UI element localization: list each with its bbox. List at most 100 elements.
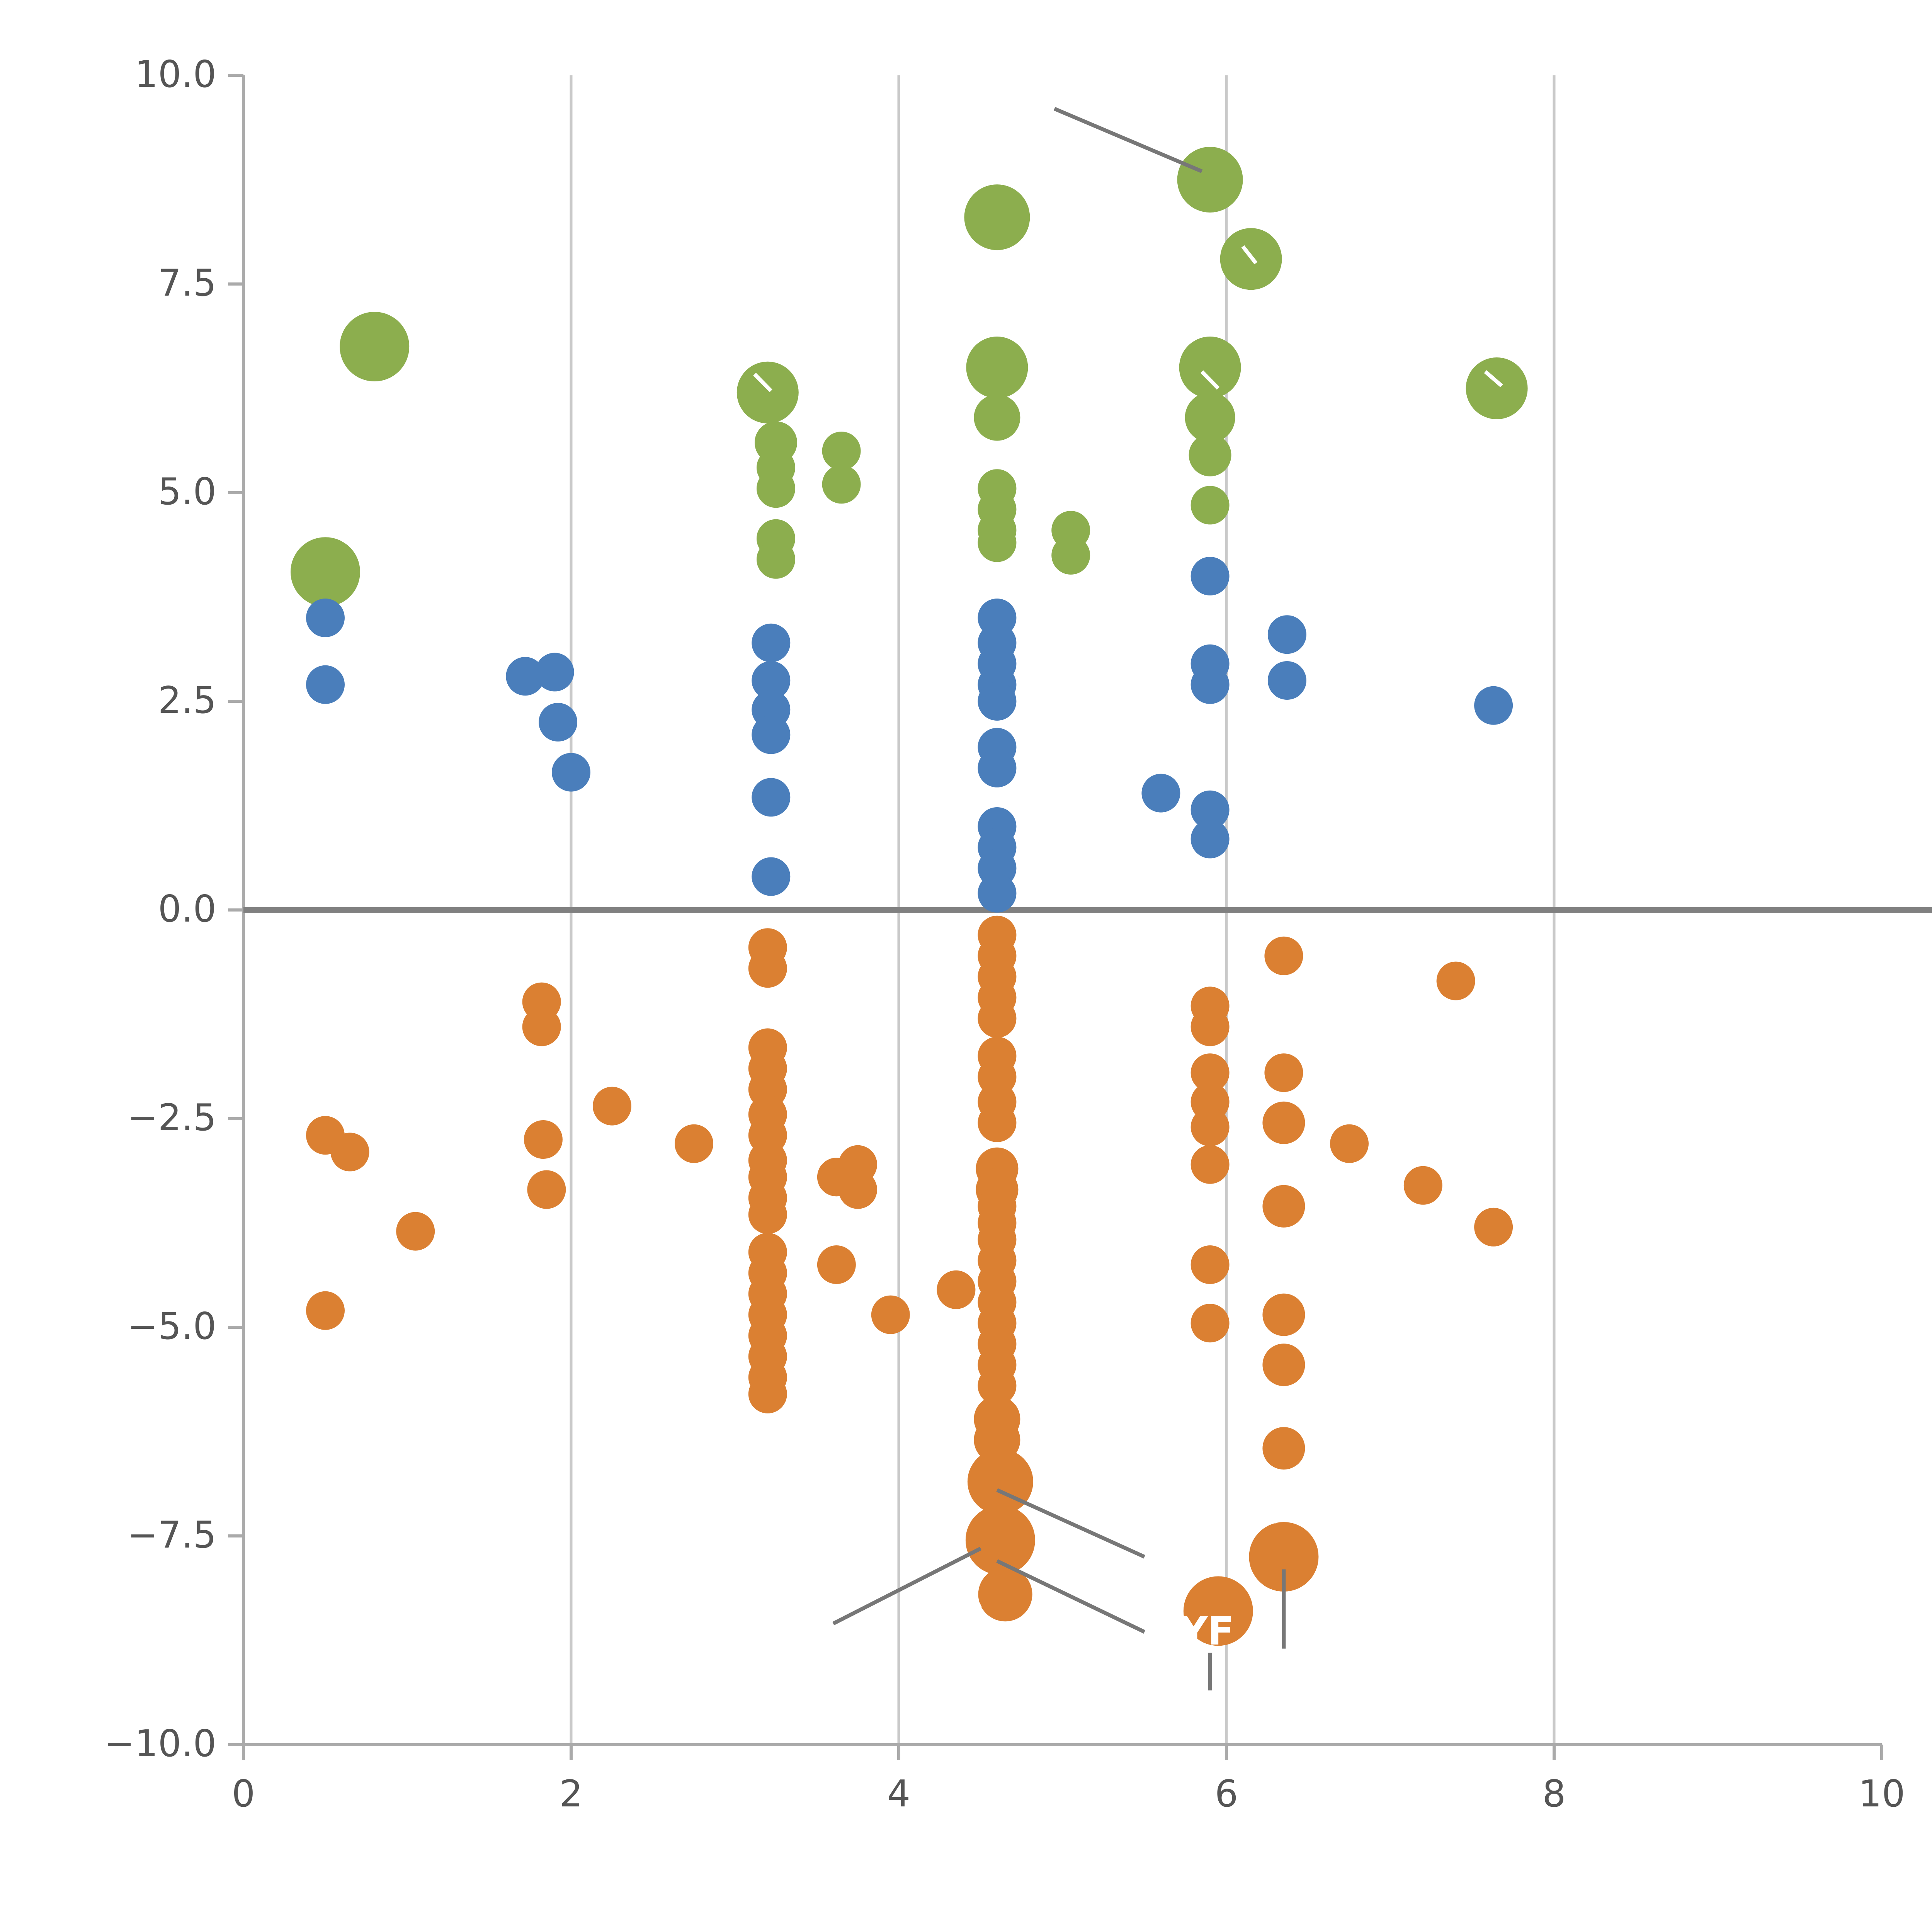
y-tick-label: 10.0 (134, 53, 216, 96)
data-point-orange-dots (593, 1087, 631, 1126)
data-point-orange-dots (748, 1374, 787, 1413)
data-point-green-bubbles (1051, 536, 1090, 575)
data-point-green-bubbles (1190, 486, 1230, 525)
data-point-orange-dots (1190, 1053, 1230, 1092)
data-point-orange-dots (838, 1170, 877, 1209)
data-point-orange-dots (965, 1505, 1035, 1575)
data-point-orange-dots (817, 1245, 856, 1284)
data-point-orange-dots (978, 1366, 1017, 1405)
data-point-orange-dots (1262, 1185, 1305, 1228)
data-point-orange-dots (1262, 1344, 1305, 1386)
data-point-blue-dots (306, 599, 345, 637)
data-point-green-bubbles (1466, 357, 1528, 419)
data-point-orange-dots (675, 1124, 713, 1163)
data-point-orange-dots (978, 1567, 1032, 1622)
data-point-blue-dots (752, 857, 791, 896)
white-tick-line (1241, 245, 1258, 265)
data-point-blue-dots (1190, 820, 1230, 859)
data-point-green-bubbles (1189, 434, 1231, 476)
leader-line (1053, 107, 1203, 173)
data-point-orange-dots (1264, 936, 1303, 975)
y-tick-label: 2.5 (158, 679, 216, 722)
data-point-green-bubbles (1179, 337, 1241, 398)
leader-line (996, 1559, 1146, 1634)
data-point-orange-dots (522, 1007, 561, 1046)
leader-line (996, 1488, 1146, 1559)
data-point-orange-dots (1190, 1304, 1230, 1343)
annotation-label: R (953, 1571, 983, 1616)
data-point-orange-dots (527, 1170, 566, 1209)
data-point-green-bubbles (822, 465, 861, 504)
white-tick-line (1484, 370, 1503, 388)
x-tick-label: 8 (1543, 1773, 1566, 1815)
data-point-orange-dots (1436, 961, 1475, 1000)
data-point-orange-dots (748, 949, 787, 988)
y-tick-label: 7.5 (158, 262, 216, 304)
x-tick-label: 2 (560, 1773, 583, 1815)
data-point-orange-dots (1474, 1208, 1513, 1247)
data-point-blue-dots (752, 661, 791, 700)
data-point-orange-dots (871, 1295, 910, 1334)
data-point-green-bubbles (966, 337, 1028, 398)
data-point-orange-dots (1262, 1427, 1305, 1470)
white-tick-line (753, 372, 772, 392)
y-tick-label: 0.0 (158, 888, 216, 930)
data-point-orange-dots (1330, 1124, 1369, 1163)
data-point-blue-dots (1141, 774, 1180, 813)
data-point-blue-dots (506, 657, 545, 696)
data-point-blue-dots (978, 748, 1017, 787)
data-point-orange-dots (1190, 1007, 1230, 1046)
data-point-orange-dots (524, 1120, 563, 1159)
annotation-label: YF (1179, 1609, 1234, 1654)
data-point-orange-dots (978, 999, 1017, 1038)
data-point-orange-dots (978, 1103, 1017, 1142)
data-point-blue-dots (552, 753, 590, 792)
data-point-green-bubbles (964, 184, 1030, 250)
data-point-green-bubbles (974, 394, 1020, 441)
data-point-orange-dots (1249, 1522, 1319, 1592)
data-point-green-bubbles (291, 537, 360, 607)
leader-line (832, 1546, 982, 1626)
data-point-blue-dots (539, 703, 578, 742)
data-point-orange-dots (1190, 1245, 1230, 1284)
data-point-blue-dots (306, 665, 345, 704)
data-point-blue-dots (1190, 665, 1230, 704)
data-point-blue-dots (978, 874, 1017, 913)
data-point-blue-dots (1267, 615, 1306, 654)
data-point-blue-dots (752, 778, 791, 817)
y-tick-label: −10.0 (104, 1723, 216, 1765)
data-point-orange-dots (330, 1133, 369, 1172)
data-point-green-bubbles (1185, 392, 1235, 443)
data-point-orange-dots (1262, 1101, 1305, 1144)
annotation-label: i (1266, 1488, 1279, 1533)
y-tick-label: −2.5 (127, 1097, 216, 1139)
data-point-blue-dots (1190, 790, 1230, 829)
data-point-orange-dots (1190, 1145, 1230, 1184)
data-point-orange-dots (1190, 1107, 1230, 1146)
data-point-blue-dots (1267, 661, 1306, 700)
data-point-green-bubbles (757, 469, 795, 508)
data-point-blue-dots (978, 682, 1017, 721)
data-point-blue-dots (752, 715, 791, 754)
data-point-green-bubbles (1177, 147, 1243, 213)
data-point-blue-dots (752, 623, 791, 662)
x-tick-label: 10 (1859, 1773, 1905, 1815)
data-point-green-bubbles (757, 540, 795, 579)
data-point-blue-dots (1474, 686, 1513, 725)
data-point-green-bubbles (736, 361, 799, 423)
y-tick-label: −5.0 (127, 1305, 216, 1348)
data-point-orange-dots (1183, 1576, 1253, 1646)
data-point-blue-dots (1190, 557, 1230, 595)
data-point-green-bubbles (822, 432, 861, 470)
data-point-orange-dots (396, 1212, 435, 1251)
data-point-orange-dots (1262, 1293, 1305, 1336)
data-point-orange-dots (306, 1291, 345, 1330)
x-tick-label: 0 (232, 1773, 255, 1815)
x-tick-label: 4 (887, 1773, 910, 1815)
white-tick-line (1200, 370, 1220, 390)
data-point-blue-dots (535, 653, 574, 692)
data-point-orange-dots (1264, 1053, 1303, 1092)
data-point-orange-dots (967, 1449, 1033, 1515)
